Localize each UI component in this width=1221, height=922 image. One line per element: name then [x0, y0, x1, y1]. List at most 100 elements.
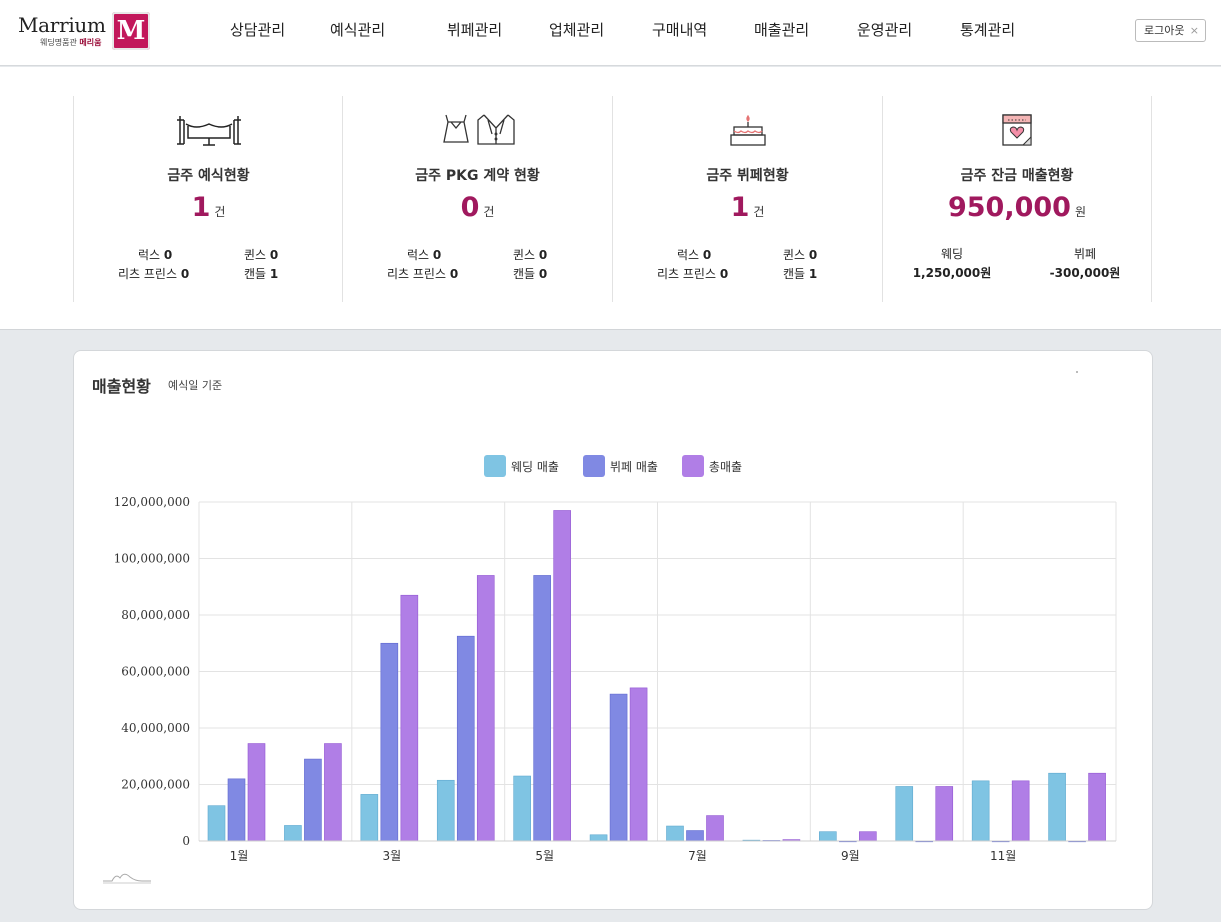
bar-buffet-7[interactable] — [686, 830, 704, 842]
card-weekly-balance-sales: 금주 잔금 매출현황 950,000 원 웨딩 1,250,000원 뷔페 -300,… — [882, 96, 1152, 302]
y-tick-label: 40,000,000 — [121, 721, 190, 735]
bar-buffet-4[interactable] — [456, 635, 475, 842]
stat-lux: 럭스 0 — [138, 248, 173, 262]
bar-wedding-7[interactable] — [666, 825, 684, 842]
y-tick-label: 0 — [182, 834, 190, 848]
bar-total-3[interactable] — [400, 594, 419, 842]
x-tick-label: 7월 — [688, 849, 707, 863]
stat-ritz-prince: 리츠 프린스 0 — [387, 267, 459, 281]
nav-statistics[interactable]: 통계관리 — [960, 21, 1016, 39]
stat-candle: 캔들 0 — [513, 267, 548, 281]
bar-wedding-9[interactable] — [819, 831, 837, 842]
panel-menu-dot[interactable] — [1076, 371, 1078, 373]
bar-total-4[interactable] — [476, 575, 495, 842]
y-tick-label: 60,000,000 — [121, 665, 190, 679]
nav-buffet[interactable]: 뷔페관리 — [447, 21, 503, 39]
bar-total-10[interactable] — [935, 786, 954, 842]
bar-total-5[interactable] — [553, 510, 571, 842]
dress-suit-icon — [343, 112, 612, 148]
legend-wedding[interactable]: 웨딩 매출 — [483, 455, 559, 477]
card-title: 금주 잔금 매출현황 — [960, 168, 1074, 184]
bar-total-9[interactable] — [859, 831, 877, 842]
bar-wedding-11[interactable] — [971, 780, 990, 842]
legend-swatch-wedding — [483, 455, 506, 477]
bar-buffet-6[interactable] — [609, 693, 628, 842]
stat-candle: 캔들 1 — [783, 267, 818, 281]
bar-buffet-1[interactable] — [227, 778, 246, 842]
calendar-heart-icon — [883, 112, 1151, 148]
stat-lux: 럭스 0 — [677, 248, 712, 262]
legend-swatch-buffet — [582, 455, 605, 477]
card-title: 금주 PKG 계약 현황 — [415, 168, 540, 184]
x-tick-label: 9월 — [841, 849, 860, 863]
nav-operations[interactable]: 운영관리 — [857, 21, 913, 39]
stat-queens: 퀸스 0 — [244, 248, 279, 262]
x-tick-label: 5월 — [535, 849, 554, 863]
bar-total-6[interactable] — [629, 687, 648, 842]
bar-wedding-1[interactable] — [207, 805, 226, 842]
main-nav: 상담관리 예식관리 뷔페관리 업체관리 구매내역 매출관리 운영관리 통계관리 — [230, 0, 1040, 62]
bar-wedding-10[interactable] — [895, 786, 914, 842]
nav-consultation[interactable]: 상담관리 — [230, 21, 286, 39]
bar-total-12[interactable] — [1088, 772, 1106, 842]
card-amount: 950,000 원 — [947, 192, 1087, 223]
bar-wedding-5[interactable] — [513, 775, 531, 842]
stat-queens: 퀸스 0 — [783, 248, 818, 262]
bar-total-11[interactable] — [1011, 780, 1030, 842]
logout-button[interactable]: 로그아웃 × — [1135, 19, 1206, 42]
nav-ceremony[interactable]: 예식관리 — [330, 21, 386, 39]
card-title: 금주 뷔페현황 — [706, 168, 789, 184]
y-tick-label: 120,000,000 — [114, 495, 190, 509]
logo-subtitle: 웨딩명품관 메리움 — [40, 38, 102, 47]
legend-total[interactable]: 총매출 — [681, 455, 742, 477]
y-tick-label: 100,000,000 — [114, 552, 190, 566]
logo-wordmark: Marrium — [18, 13, 106, 37]
bar-total-7[interactable] — [706, 815, 724, 842]
sales-bar-chart: 0 20,000,000 40,000,000 60,000,000 80,000,00… — [114, 495, 1117, 863]
wedding-table-icon — [74, 112, 343, 148]
stat-lux: 럭스 0 — [407, 248, 442, 262]
bar-wedding-12[interactable] — [1048, 772, 1066, 842]
close-icon: × — [1189, 24, 1199, 37]
bar-total-2[interactable] — [324, 743, 342, 842]
nav-sales[interactable]: 매출관리 — [754, 21, 810, 39]
bar-buffet-2[interactable] — [304, 758, 322, 842]
legend-swatch-total — [681, 455, 704, 477]
bar-wedding-3[interactable] — [360, 794, 379, 842]
stat-ritz-prince: 리츠 프린스 0 — [118, 267, 190, 281]
stat-wedding-balance: 웨딩 1,250,000원 — [912, 247, 992, 280]
bar-buffet-5[interactable] — [533, 575, 551, 842]
x-tick-label: 11월 — [990, 849, 1016, 863]
top-header: Marrium 웨딩명품관 메리움 M 상담관리 예식관리 뷔페관리 업체관리 … — [0, 0, 1221, 66]
panel-subtitle: 예식일 기준 — [168, 379, 223, 392]
nav-purchases[interactable]: 구매내역 — [652, 21, 708, 39]
bar-wedding-6[interactable] — [589, 834, 608, 842]
x-tick-label: 1월 — [230, 849, 249, 863]
bar-total-1[interactable] — [247, 743, 266, 842]
chart-thumbnail-icon[interactable] — [102, 869, 152, 885]
stat-ritz-prince: 리츠 프린스 0 — [657, 267, 729, 281]
bar-buffet-3[interactable] — [380, 642, 399, 842]
y-tick-label: 80,000,000 — [121, 608, 190, 622]
card-title: 금주 예식현황 — [167, 168, 250, 184]
bar-wedding-4[interactable] — [436, 779, 455, 842]
logout-label: 로그아웃 — [1144, 24, 1185, 37]
cake-icon — [613, 112, 882, 148]
legend-buffet[interactable]: 뷔페 매출 — [582, 455, 658, 477]
sales-status-panel: 매출현황 예식일 기준 웨딩 매출 뷔페 매출 총매출 0 20,000,000 4… — [73, 350, 1153, 910]
panel-title: 매출현황 — [92, 377, 151, 396]
logo-mark: M — [112, 12, 150, 50]
x-tick-label: 3월 — [382, 849, 401, 863]
stat-candle: 캔들 1 — [244, 267, 279, 281]
bar-wedding-2[interactable] — [284, 825, 302, 842]
stat-buffet-balance: 뷔페 -300,000원 — [1049, 247, 1121, 280]
nav-vendor[interactable]: 업체관리 — [549, 21, 605, 39]
chart-legend: 웨딩 매출 뷔페 매출 총매출 — [74, 455, 1152, 477]
